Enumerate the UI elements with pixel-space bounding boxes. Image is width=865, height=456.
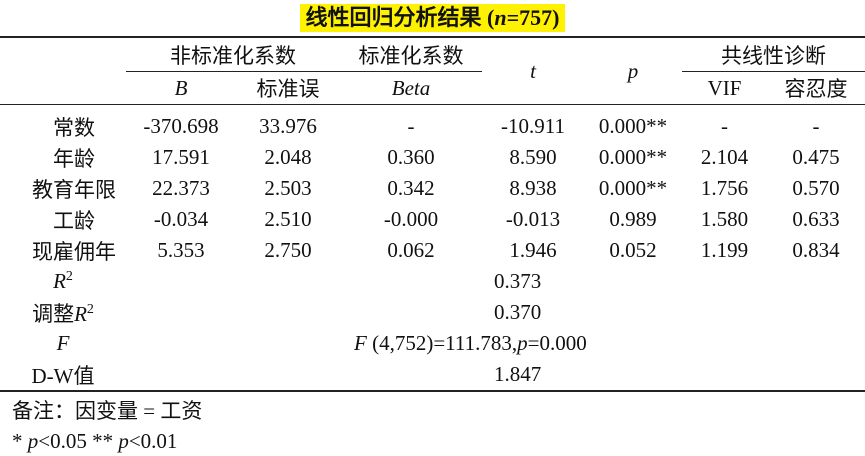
note-significance: * p<0.05 ** p<0.01 [12, 426, 202, 456]
cell-t: -10.911 [501, 114, 565, 138]
cell-se: 2.750 [264, 238, 312, 262]
stat-label-r2: R2 [0, 266, 126, 297]
cell-vif: - [721, 114, 728, 138]
header-collin-group: 共线性诊断 [682, 36, 865, 72]
cell-vif: 1.756 [700, 176, 749, 200]
corner-cell-2 [0, 71, 126, 105]
cell-B: 5.353 [157, 238, 205, 262]
table-row: 教育年限 22.373 2.503 0.342 8.938 0.000** 1.… [0, 173, 865, 204]
cell-p: 0.989 [609, 207, 657, 231]
note-dependent-var: 备注：因变量 = 工资 [12, 399, 203, 423]
row-label: 现雇佣年 [32, 239, 116, 264]
f-p-value: =0.000 [527, 331, 587, 355]
f-p-symbol: p [517, 331, 528, 355]
cell-beta: 0.342 [387, 176, 435, 200]
r2-sup: 2 [65, 269, 73, 284]
header-beta: Beta [340, 71, 482, 105]
stat-value-f: F (4,752)=111.783,p=0.000 [126, 328, 865, 359]
cell-beta: 0.360 [387, 145, 435, 169]
f-args: (4,752)=111.783, [366, 331, 518, 355]
cell-tol: 0.834 [792, 238, 840, 262]
cell-beta: 0.062 [387, 238, 435, 262]
cell-B: 22.373 [152, 176, 210, 200]
cell-t: -0.013 [505, 207, 561, 231]
cell-beta: -0.000 [383, 207, 439, 231]
cell-t: 1.946 [509, 238, 557, 262]
stat-label-adj-r2: 调整R2 [0, 297, 126, 328]
cell-vif: 1.199 [700, 238, 749, 262]
cell-tol: - [812, 114, 820, 138]
row-label: 教育年限 [32, 177, 116, 202]
header-std-group: 标准化系数 [340, 36, 482, 72]
stat-row-dw: D-W值 1.847 [0, 359, 865, 392]
header-row-1: 非标准化系数 标准化系数 t p 共线性诊断 [0, 36, 865, 105]
stat-value-dw: 1.847 [126, 359, 865, 392]
stat-row-r2: R2 0.373 [0, 266, 865, 297]
header-unstd-group: 非标准化系数 [126, 36, 340, 72]
f-symbol: F [354, 331, 367, 355]
adj-sup: 2 [86, 301, 94, 317]
cell-B: -370.698 [143, 114, 219, 138]
stat-label-f: F [56, 331, 70, 355]
table-row: 常数 -370.698 33.976 - -10.911 0.000** - - [0, 105, 865, 143]
header-B: B [126, 71, 236, 105]
cell-p: 0.000** [598, 145, 668, 169]
header-tol: 容忍度 [767, 71, 865, 105]
cell-tol: 0.570 [792, 176, 840, 200]
row-label: 年龄 [53, 146, 95, 171]
cell-se: 2.503 [264, 176, 312, 200]
stat-row-adj-r2: 调整R2 0.370 [0, 297, 865, 328]
adj-prefix: 调整 [32, 301, 75, 326]
table-title: 线性回归分析结果 (n=757) [299, 4, 566, 32]
title-container: 线性回归分析结果 (n=757) [0, 4, 865, 32]
cell-p: 0.000** [598, 176, 668, 200]
cell-t: 8.590 [509, 145, 557, 169]
header-t: t [482, 36, 584, 105]
table-notes: 备注：因变量 = 工资 * p<0.05 ** p<0.01 [12, 396, 202, 456]
row-label: 常数 [53, 115, 95, 140]
regression-table: 非标准化系数 标准化系数 t p 共线性诊断 B 标准误 Beta VIF 容忍… [0, 36, 865, 392]
table-row: 现雇佣年 5.353 2.750 0.062 1.946 0.052 1.199… [0, 235, 865, 266]
header-se: 标准误 [236, 71, 340, 105]
sig-val-2: <0.01 [128, 429, 178, 453]
cell-tol: 0.475 [792, 145, 840, 169]
sig-val-1: <0.05 ** [38, 429, 119, 453]
header-row-2: B 标准误 Beta VIF 容忍度 [0, 71, 865, 105]
cell-p: 0.052 [609, 238, 657, 262]
header-p: p [584, 36, 682, 105]
cell-se: 2.510 [264, 207, 312, 231]
r2-symbol: R [53, 269, 66, 293]
title-prefix: 线性回归分析结果 ( [305, 5, 495, 30]
table-row: 工龄 -0.034 2.510 -0.000 -0.013 0.989 1.58… [0, 204, 865, 235]
cell-vif: 1.580 [700, 207, 749, 231]
cell-B: 17.591 [152, 145, 210, 169]
stat-label-dw: D-W值 [0, 359, 126, 392]
sig-p-1: p [27, 429, 39, 453]
cell-tol: 0.633 [792, 207, 840, 231]
cell-t: 8.938 [509, 176, 557, 200]
table-row: 年龄 17.591 2.048 0.360 8.590 0.000** 2.10… [0, 142, 865, 173]
cell-beta: - [407, 114, 415, 138]
row-label: 工龄 [53, 208, 95, 233]
title-n-value: =757) [506, 5, 560, 30]
stat-value-adj-r2: 0.370 [494, 300, 542, 324]
cell-p: 0.000** [598, 114, 668, 138]
sig-p-2: p [118, 429, 129, 453]
cell-se: 2.048 [264, 145, 312, 169]
cell-vif: 2.104 [700, 145, 749, 169]
header-vif: VIF [682, 71, 767, 105]
cell-B: -0.034 [153, 207, 209, 231]
stat-value-r2: 0.373 [494, 269, 542, 293]
cell-se: 33.976 [259, 114, 317, 138]
title-n-symbol: n [494, 5, 507, 30]
sig-star: * [12, 429, 28, 453]
stat-row-f: F F (4,752)=111.783,p=0.000 [0, 328, 865, 359]
adj-symbol: R [74, 301, 87, 326]
corner-cell [0, 36, 126, 72]
